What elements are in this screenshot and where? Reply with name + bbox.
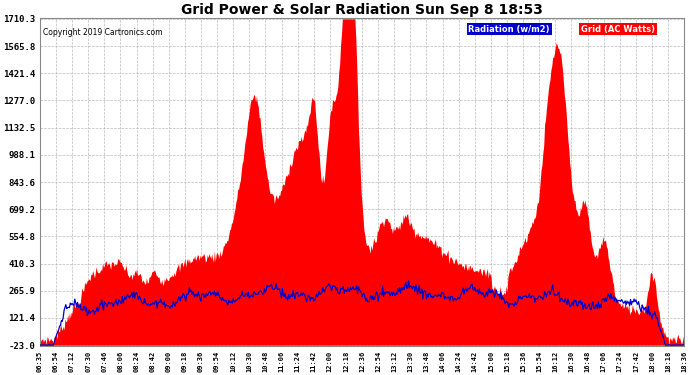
Title: Grid Power & Solar Radiation Sun Sep 8 18:53: Grid Power & Solar Radiation Sun Sep 8 1… (181, 3, 543, 17)
Text: Radiation (w/m2): Radiation (w/m2) (469, 24, 550, 33)
Text: Copyright 2019 Cartronics.com: Copyright 2019 Cartronics.com (43, 28, 163, 37)
Text: Grid (AC Watts): Grid (AC Watts) (581, 24, 655, 33)
